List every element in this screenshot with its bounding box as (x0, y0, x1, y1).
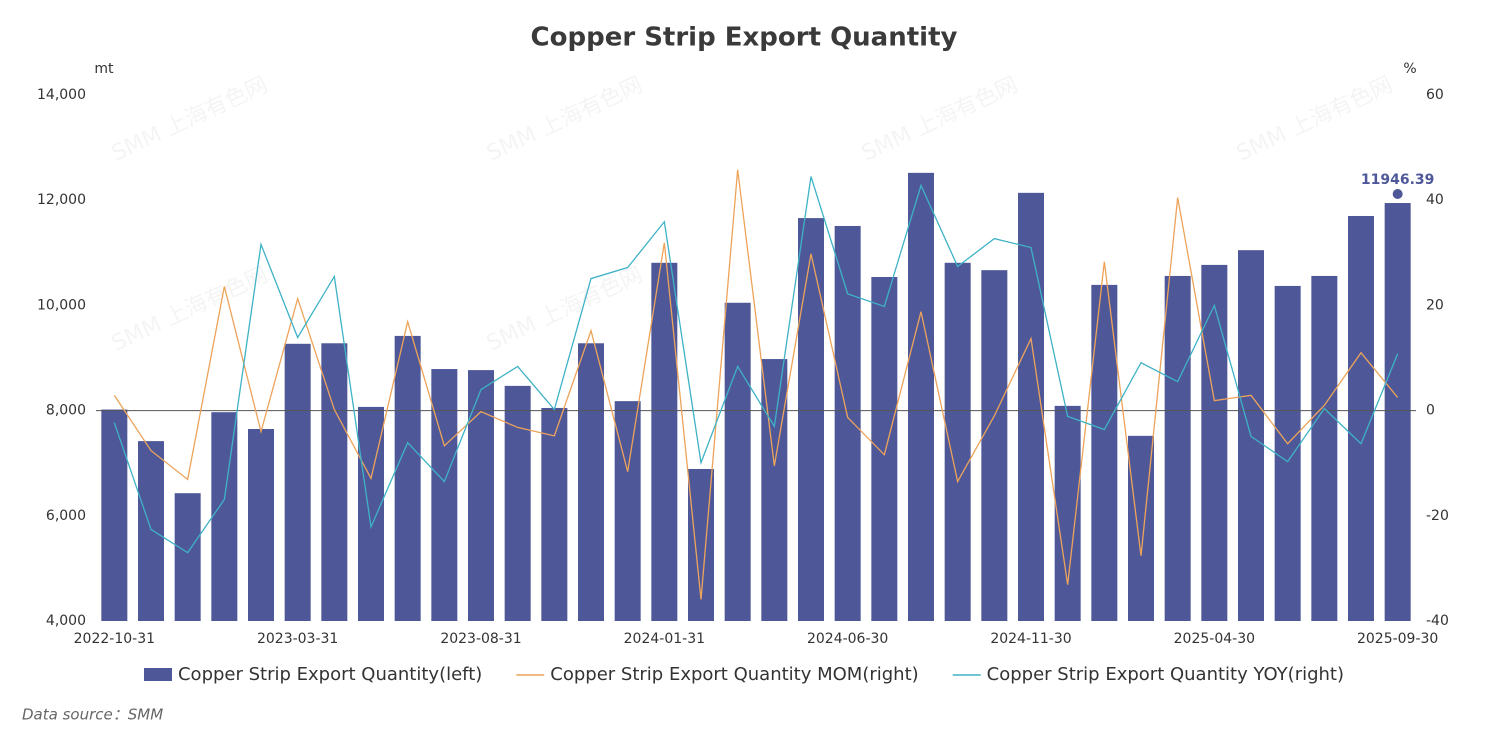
bar (468, 370, 494, 621)
y-tick-label: 4,000 (46, 613, 86, 629)
data-source: Data source：SMM (22, 706, 163, 724)
bar (174, 493, 201, 621)
chart-title: Copper Strip Export Quantity (531, 23, 958, 53)
x-tick-label: 2025-04-30 (1174, 631, 1255, 647)
line (113, 176, 1399, 554)
x-tick-label: 2024-11-30 (990, 631, 1071, 647)
bar (284, 343, 311, 621)
data-label: 11946.39 (1361, 172, 1435, 188)
legend-label: Copper Strip Export Quantity YOY(right) (987, 664, 1344, 685)
watermark: SMM 上海有色网 (483, 263, 647, 357)
bar (798, 218, 824, 622)
bar (1274, 285, 1301, 621)
bar (578, 343, 604, 621)
bar (394, 335, 421, 621)
x-tick-label: 2025-09-30 (1357, 631, 1438, 647)
bar (211, 412, 238, 621)
bar (504, 385, 531, 621)
marker-pin (1392, 189, 1403, 200)
bar (981, 270, 1008, 621)
y-tick-label: 6,000 (46, 508, 86, 524)
y-tick-label: 12,000 (37, 192, 86, 208)
watermark: SMM 上海有色网 (858, 73, 1022, 167)
bar (871, 276, 898, 621)
line (113, 169, 1399, 600)
y2-axis-label: % (1403, 61, 1416, 77)
y2-tick-label: -40 (1426, 613, 1449, 629)
bar (431, 369, 458, 621)
bar (651, 262, 678, 621)
y2-tick-label: 60 (1426, 87, 1444, 103)
x-tick-label: 2024-06-30 (807, 631, 888, 647)
y2-tick-label: 0 (1426, 403, 1435, 419)
watermark: SMM 上海有色网 (483, 73, 647, 167)
y2-tick-label: 20 (1426, 297, 1444, 313)
x-tick-label: 2022-10-31 (74, 631, 155, 647)
legend-swatch (143, 668, 172, 681)
bar (101, 409, 128, 621)
bar (248, 429, 274, 621)
y-tick-label: 8,000 (46, 403, 86, 419)
legend-label: Copper Strip Export Quantity(left) (178, 664, 482, 685)
bar (138, 441, 164, 621)
bar (1384, 203, 1411, 621)
bar (1201, 264, 1228, 621)
y-tick-label: 14,000 (37, 87, 86, 103)
bar (761, 359, 788, 621)
watermark: SMM 上海有色网 (1233, 73, 1397, 167)
bar (1311, 275, 1338, 621)
bar (724, 302, 751, 621)
bar (1018, 192, 1044, 621)
bar (834, 225, 861, 621)
y2-tick-label: -20 (1426, 508, 1449, 524)
y2-tick-label: 40 (1426, 192, 1444, 208)
bar (908, 172, 934, 621)
bar (1054, 405, 1081, 621)
x-tick-label: 2023-03-31 (257, 631, 338, 647)
bar (1348, 215, 1374, 622)
y-axis-label: mt (94, 61, 114, 77)
bar (541, 407, 568, 621)
watermark: SMM 上海有色网 (108, 73, 272, 167)
x-tick-label: 2024-01-31 (624, 631, 705, 647)
bar (321, 343, 348, 621)
y-tick-label: 10,000 (37, 297, 86, 313)
bar (1164, 275, 1191, 621)
legend-label: Copper Strip Export Quantity MOM(right) (550, 664, 918, 685)
x-tick-label: 2023-08-31 (440, 631, 521, 647)
